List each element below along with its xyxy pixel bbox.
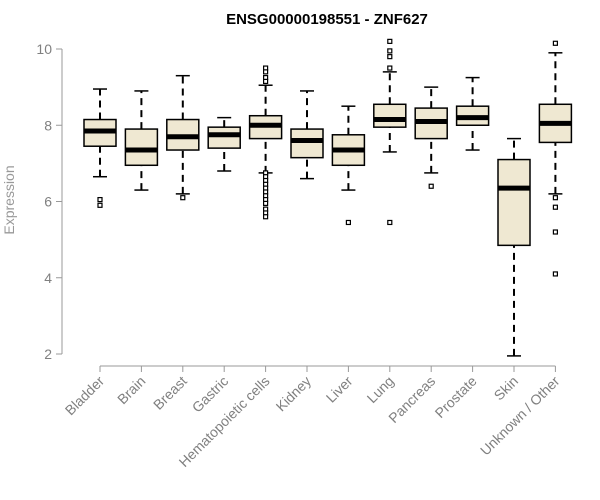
- outlier-point: [387, 48, 393, 54]
- y-tick-label: 4: [44, 270, 52, 286]
- outlier-point: [552, 40, 559, 46]
- outlier-point: [263, 214, 269, 220]
- y-tick-label: 8: [44, 117, 52, 133]
- outlier-point: [97, 196, 103, 203]
- x-tick-label: Kidney: [273, 373, 315, 415]
- outlier-point: [263, 69, 269, 75]
- box-iqr: [290, 128, 324, 159]
- outlier-point: [387, 219, 393, 226]
- outlier-point: [387, 65, 393, 71]
- outlier-point: [387, 38, 393, 44]
- outlier-point: [180, 195, 186, 201]
- outlier-point: [387, 54, 393, 60]
- x-tick-label: Lung: [364, 373, 397, 406]
- y-tick-label: 10: [36, 41, 52, 57]
- x-tick-label: Breast: [150, 373, 190, 413]
- outlier-point: [552, 204, 559, 210]
- outlier-point: [97, 202, 103, 208]
- chart-title: ENSG00000198551 - ZNF627: [226, 11, 428, 28]
- x-tick-label: Skin: [491, 373, 522, 404]
- y-axis-label: Expression: [1, 165, 17, 234]
- outlier-point: [263, 200, 269, 207]
- outlier-point: [345, 219, 351, 226]
- outlier-point: [263, 78, 269, 85]
- y-tick-label: 2: [44, 346, 52, 362]
- x-tick-label: Prostate: [432, 373, 480, 421]
- x-tick-label: Liver: [323, 373, 356, 406]
- box-iqr: [373, 103, 407, 128]
- outlier-point: [428, 183, 434, 189]
- x-tick-label: Brain: [114, 373, 148, 407]
- outlier-point: [552, 229, 559, 235]
- box-iqr: [497, 158, 531, 247]
- box-iqr: [124, 128, 159, 167]
- y-tick-label: 6: [44, 194, 52, 210]
- box-iqr: [207, 126, 241, 149]
- x-tick-label: Bladder: [62, 373, 108, 419]
- x-tick-label: Unknown / Other: [477, 373, 563, 459]
- outlier-point: [552, 195, 559, 201]
- outlier-point: [552, 271, 559, 277]
